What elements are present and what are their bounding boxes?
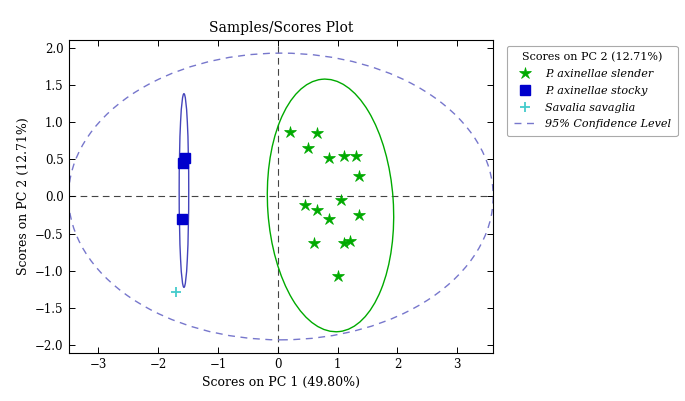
Legend: P. axinellae slender, P. axinellae stocky, Savalia savaglia, 95% Confidence Leve: P. axinellae slender, P. axinellae stock… bbox=[508, 46, 677, 136]
X-axis label: Scores on PC 1 (49.80%): Scores on PC 1 (49.80%) bbox=[202, 376, 360, 389]
Y-axis label: Scores on PC 2 (12.71%): Scores on PC 2 (12.71%) bbox=[16, 117, 29, 275]
Title: Samples/Scores Plot: Samples/Scores Plot bbox=[209, 21, 353, 35]
